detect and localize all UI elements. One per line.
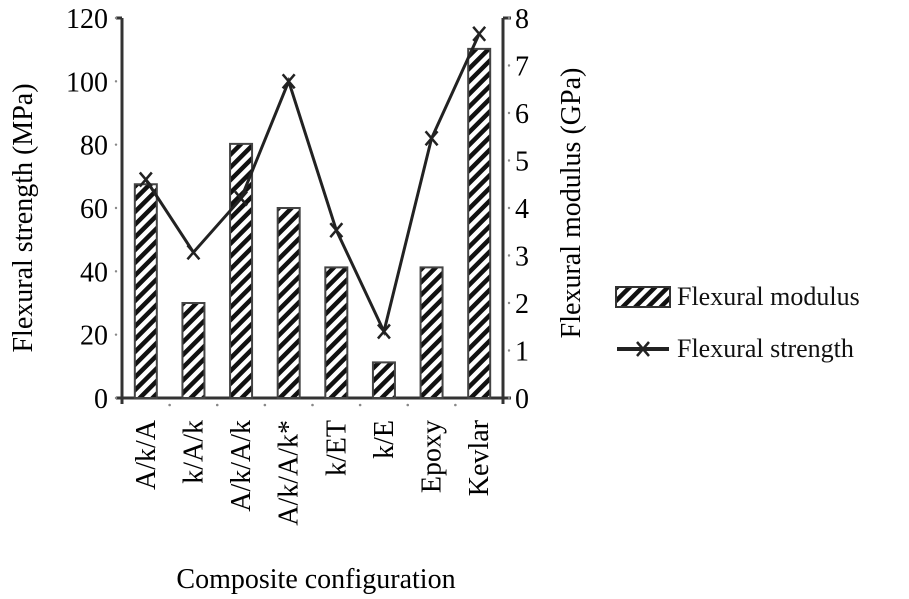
hatch-swatch-icon (615, 286, 671, 308)
category-label: k/A/k (178, 420, 209, 484)
left-tick-label: 80 (80, 131, 108, 162)
x-marker-icon (186, 244, 201, 261)
right-tick-label: 8 (515, 4, 529, 35)
strength-line (144, 33, 481, 336)
bar (181, 302, 206, 399)
category-label: A/k/A/k (226, 420, 257, 512)
x-marker-icon (329, 222, 344, 238)
bar (229, 142, 254, 399)
bar (371, 361, 396, 399)
x-marker-icon (138, 171, 153, 188)
x-marker-icon (234, 190, 249, 207)
legend: Flexural modulus Flexural strength (615, 282, 860, 386)
right-tick-label: 5 (515, 147, 529, 178)
left-tick-label: 0 (94, 384, 108, 415)
category-label: k/E (369, 420, 400, 459)
x-marker-icon (281, 73, 296, 90)
legend-item-strength: Flexural strength (615, 334, 860, 364)
bar (276, 207, 301, 399)
right-tick-label: 4 (515, 194, 529, 225)
right-tick-label: 0 (515, 384, 529, 415)
x-marker-icon (424, 130, 439, 147)
legend-item-modulus: Flexural modulus (615, 282, 860, 312)
left-tick-label: 100 (66, 67, 108, 98)
bar (324, 266, 349, 399)
left-tick-label: 60 (80, 194, 108, 225)
x-axis-title: Composite configuration (176, 564, 455, 595)
legend-label: Flexural strength (677, 334, 854, 363)
legend-label: Flexural modulus (677, 282, 860, 311)
category-label: A/k/A/k* (274, 420, 305, 526)
right-tick-label: 6 (515, 99, 529, 130)
left-axis-title: Flexural strength (MPa) (8, 83, 39, 352)
right-tick-label: 1 (515, 337, 529, 368)
bar (133, 183, 158, 399)
bar (419, 266, 444, 399)
category-label: Epoxy (417, 420, 448, 493)
left-tick-label: 20 (80, 321, 108, 352)
left-tick-label: 40 (80, 257, 108, 288)
x-marker-icon (472, 26, 487, 42)
left-tick-label: 120 (66, 4, 108, 35)
category-label: Kevlar (464, 419, 495, 496)
category-label: A/k/A (131, 419, 162, 490)
right-tick-label: 7 (515, 52, 529, 83)
right-tick-label: 3 (515, 242, 529, 273)
right-tick-label: 2 (515, 289, 529, 320)
right-axis-title: Flexural modulus (GPa) (556, 68, 587, 339)
line-marker-swatch-icon (617, 341, 669, 357)
bar (467, 47, 492, 399)
category-label: k/ET (321, 420, 352, 476)
x-marker-icon (376, 323, 391, 340)
